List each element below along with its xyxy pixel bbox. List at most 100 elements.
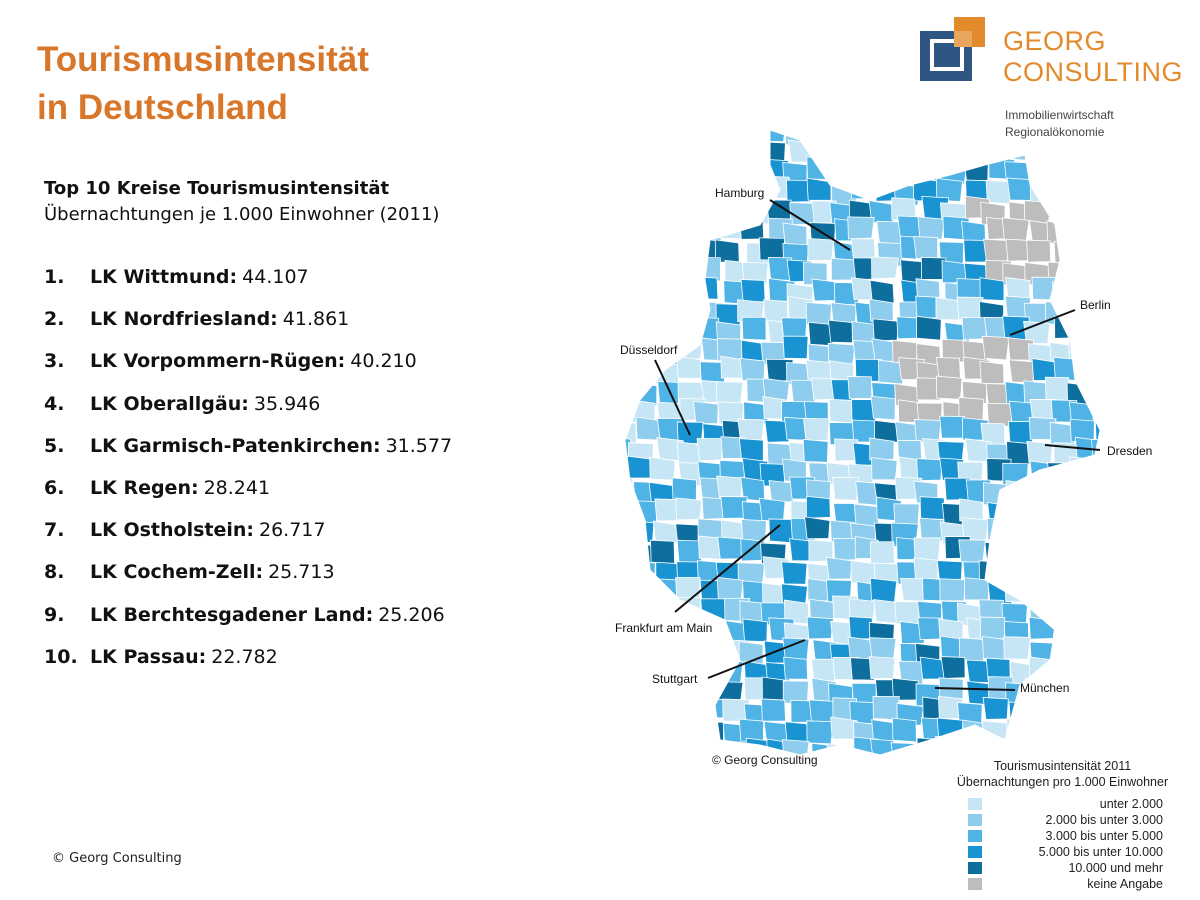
district-region xyxy=(1075,517,1100,541)
legend: unter 2.000 2.000 bis unter 3.000 3.000 bi… xyxy=(968,796,1163,892)
district-region xyxy=(806,720,835,745)
district-region xyxy=(648,299,676,324)
district-region xyxy=(675,497,703,521)
district-region xyxy=(625,501,634,525)
rank: 9. xyxy=(44,603,65,626)
district-region xyxy=(678,281,706,306)
district-region xyxy=(916,377,943,401)
district-region xyxy=(625,376,636,400)
district-region xyxy=(629,579,657,603)
district-region xyxy=(635,638,663,663)
district-region xyxy=(672,140,698,165)
district-region xyxy=(919,656,946,680)
district-region xyxy=(719,137,745,161)
legend-item: 10.000 und mehr xyxy=(968,860,1163,876)
rank: 3. xyxy=(44,350,65,373)
district-region xyxy=(786,179,812,203)
rank: 1. xyxy=(44,266,65,288)
legend-item: 3.000 bis unter 5.000 xyxy=(968,828,1163,844)
district-region xyxy=(625,183,640,208)
district-region xyxy=(1049,130,1077,144)
district-region xyxy=(896,138,923,163)
ranking-item: 8. LK Cochem-Zell: 25.713 xyxy=(44,561,452,603)
district-region xyxy=(982,697,1009,720)
district-region xyxy=(1048,195,1077,219)
district-region xyxy=(917,216,946,240)
district-region xyxy=(848,758,875,781)
district-region xyxy=(935,138,963,162)
district-region xyxy=(893,159,918,184)
district-region xyxy=(802,438,829,463)
legend-title-line: Tourismusintensität 2011 xyxy=(993,759,1132,773)
district-region xyxy=(625,560,641,585)
district-region xyxy=(625,356,638,381)
district-region xyxy=(1073,597,1100,622)
district-region xyxy=(1053,697,1080,721)
district-region xyxy=(878,359,904,385)
district-region xyxy=(694,130,721,147)
district-region xyxy=(741,140,767,163)
district-region xyxy=(1053,642,1079,666)
district-region xyxy=(625,279,630,304)
district-region xyxy=(680,236,706,260)
district-name: LK Ostholstein: xyxy=(90,519,254,542)
district-region xyxy=(629,179,656,203)
district-region xyxy=(876,758,901,782)
district-region xyxy=(629,162,658,186)
district-region xyxy=(1052,522,1078,546)
district-region xyxy=(629,561,656,585)
district-region xyxy=(657,682,686,706)
logo-line-2: CONSULTING xyxy=(1003,57,1184,87)
district-region xyxy=(1094,216,1100,240)
district-region xyxy=(1098,597,1100,623)
district-region xyxy=(828,398,856,424)
district-region xyxy=(625,156,631,180)
district-region xyxy=(695,317,721,342)
district-region xyxy=(1029,503,1054,527)
district-region xyxy=(1089,137,1100,161)
district-region xyxy=(939,578,967,602)
district-region xyxy=(625,636,631,661)
district-region xyxy=(876,220,902,246)
ranking-item: 1. LK Wittmund: 44.107 xyxy=(44,266,452,308)
district-region xyxy=(675,719,702,744)
district-name: LK Regen: xyxy=(90,476,199,499)
district-region xyxy=(1089,480,1100,505)
ranking-list: 1. LK Wittmund: 44.107 2. LK Nordfriesland: 4… xyxy=(44,266,452,688)
district-region xyxy=(803,417,830,441)
district-region xyxy=(847,155,875,179)
tagline-1: Immobilienwirtschaft xyxy=(1005,108,1114,122)
label-berlin: Berlin xyxy=(1080,298,1111,312)
district-region xyxy=(825,556,853,580)
district-region xyxy=(698,720,724,745)
district-region xyxy=(1094,520,1100,544)
district-region xyxy=(805,495,831,519)
district-region xyxy=(676,355,702,380)
district-region xyxy=(679,736,708,755)
district-region xyxy=(716,576,744,600)
district-region xyxy=(1052,175,1081,199)
district-region xyxy=(1006,718,1032,742)
district-region xyxy=(1094,360,1100,385)
district-name: LK Berchtesgadener Land: xyxy=(90,603,374,626)
district-value: 25.713 xyxy=(268,561,335,584)
district-value: 40.210 xyxy=(350,350,417,373)
district-region xyxy=(869,437,895,461)
ranking-item: 5. LK Garmisch-Patenkirchen: 31.577 xyxy=(44,435,452,477)
district-region xyxy=(784,721,811,745)
district-region xyxy=(1054,621,1080,645)
district-region xyxy=(652,642,681,667)
district-region xyxy=(696,438,725,461)
district-region xyxy=(900,577,925,602)
district-region xyxy=(956,296,984,320)
district-region xyxy=(1054,315,1080,339)
district-region xyxy=(781,561,808,585)
district-region xyxy=(1052,281,1079,306)
district-region xyxy=(1094,130,1100,149)
district-region xyxy=(872,318,900,342)
district-region xyxy=(675,197,701,221)
title-line-1: Tourismusintensität xyxy=(37,40,369,79)
district-region xyxy=(871,457,898,481)
district-region xyxy=(764,419,790,443)
district-region xyxy=(916,737,944,755)
